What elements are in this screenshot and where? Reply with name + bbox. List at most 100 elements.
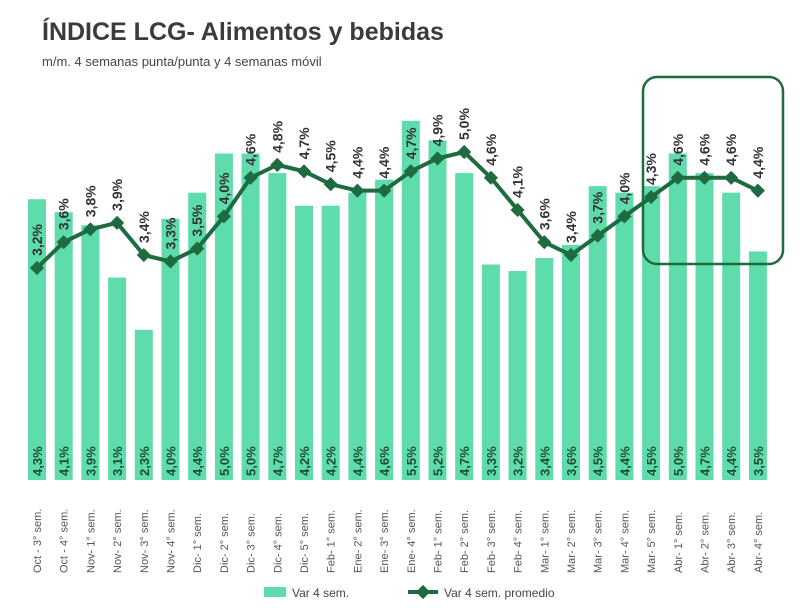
bar-label: 4,7% <box>698 446 713 476</box>
line-label: 4,0% <box>216 172 232 204</box>
line-marker <box>29 260 45 275</box>
line-marker <box>563 247 579 263</box>
line-marker <box>350 183 365 198</box>
x-tick-label: Abr- 1° sem. <box>673 512 685 573</box>
line-marker <box>510 202 525 218</box>
legend-line-label: Var 4 sem. promedio <box>444 586 555 600</box>
bar <box>615 192 634 480</box>
line-label: 4,8% <box>269 120 285 152</box>
line-marker <box>724 170 739 185</box>
line-marker <box>697 170 712 185</box>
bar <box>455 173 474 480</box>
bar-label: 5,5% <box>404 446 419 476</box>
bar-label: 4,5% <box>644 446 659 476</box>
x-tick-label: Oct - 4° sem. <box>59 509 71 573</box>
x-tick-label: Nov- 4° sem. <box>166 509 178 573</box>
line-marker <box>323 177 338 192</box>
line-marker <box>457 144 472 160</box>
bar <box>588 186 607 480</box>
line-marker <box>750 183 765 198</box>
bar <box>108 277 127 480</box>
x-tick-label: Mar- 3° sem. <box>593 510 605 573</box>
line-marker <box>537 235 552 250</box>
line-marker <box>430 151 445 166</box>
line-marker <box>590 228 605 243</box>
x-tick-label: Mar- 2° sem. <box>566 510 578 573</box>
bar <box>375 179 394 480</box>
bar-label: 4,7% <box>270 446 285 476</box>
x-tick-label: Ene- 3° sem. <box>379 509 391 573</box>
x-tick-label: Dic- 3° sem. <box>246 513 258 573</box>
x-tick-label: Feb- 1° sem. <box>433 510 445 573</box>
x-tick-label: Nov- 2° sem. <box>112 509 124 573</box>
bar-label: 4,2% <box>297 446 312 476</box>
highlight-box <box>641 75 785 266</box>
x-tick-label: Abr- 3° sem. <box>726 512 738 573</box>
bar <box>481 264 500 480</box>
legend-bar-swatch <box>264 587 286 597</box>
line-label: 5,0% <box>456 108 472 140</box>
x-tick-label: Feb- 3° sem. <box>486 510 498 573</box>
bar-label: 4,4% <box>724 446 739 476</box>
bar-label: 4,7% <box>457 446 472 476</box>
line-label: 3,7% <box>590 191 606 223</box>
line-marker <box>190 241 205 256</box>
x-tick-label: Dic- 5° sem. <box>299 513 311 573</box>
bar-label: 5,0% <box>217 446 232 476</box>
line-marker <box>270 157 285 172</box>
line-label: 3,3% <box>163 217 179 249</box>
bar <box>642 186 661 480</box>
line-label: 4,4% <box>750 146 766 178</box>
bar-label: 4,4% <box>617 446 632 476</box>
bar-label: 4,4% <box>190 446 205 476</box>
bar-label: 4,3% <box>30 446 45 476</box>
line-label: 3,6% <box>56 198 72 230</box>
bar-label: 3,9% <box>83 446 98 476</box>
bar-label: 4,2% <box>324 446 339 476</box>
bar <box>188 192 207 480</box>
bar-label: 4,5% <box>591 446 606 476</box>
bar-label: 3,5% <box>751 446 766 476</box>
line-label: 4,6% <box>723 133 739 165</box>
bar-label: 4,0% <box>164 446 179 476</box>
line-label: 4,7% <box>403 127 419 159</box>
line-label: 3,4% <box>136 211 152 243</box>
bar <box>535 257 554 480</box>
line-marker <box>403 164 418 179</box>
line-marker <box>670 170 685 185</box>
bar <box>562 244 580 480</box>
x-tick-label: Abr- 2° sem. <box>700 512 712 573</box>
bar <box>54 212 73 480</box>
bar-label: 4,4% <box>350 446 365 476</box>
line-label: 3,6% <box>536 198 552 230</box>
line-marker <box>617 209 632 224</box>
line-label: 4,7% <box>296 127 312 159</box>
bar <box>134 329 153 480</box>
line-marker <box>483 170 498 185</box>
chart-title: ÍNDICE LCG- Alimentos y bebidas <box>42 18 444 46</box>
x-tick-label: Oct - 3° sem. <box>32 509 44 573</box>
bar <box>508 271 527 480</box>
bar <box>295 205 313 481</box>
line-marker <box>243 170 258 185</box>
bar-label: 3,4% <box>537 446 552 476</box>
x-tick-label: Feb- 4° sem. <box>513 510 525 573</box>
line-marker <box>216 209 231 224</box>
line-marker <box>377 183 392 198</box>
line-marker <box>644 190 659 205</box>
bar <box>668 153 687 480</box>
bar <box>695 173 714 480</box>
line-label: 4,9% <box>430 114 446 146</box>
x-tick-label: Dic- 1° sem. <box>192 513 204 573</box>
bar-label: 5,0% <box>671 446 686 476</box>
line-label: 3,2% <box>29 223 45 255</box>
bar <box>348 192 367 480</box>
line-label: 4,4% <box>376 146 392 178</box>
line-series <box>35 149 759 270</box>
x-tick-label: Nov- 3° sem. <box>139 509 151 573</box>
bar-label: 3,6% <box>564 446 579 476</box>
line-label: 4,6% <box>670 133 686 165</box>
legend-bar-label: Var 4 sem. <box>292 586 349 600</box>
line-label: 3,9% <box>109 178 125 210</box>
